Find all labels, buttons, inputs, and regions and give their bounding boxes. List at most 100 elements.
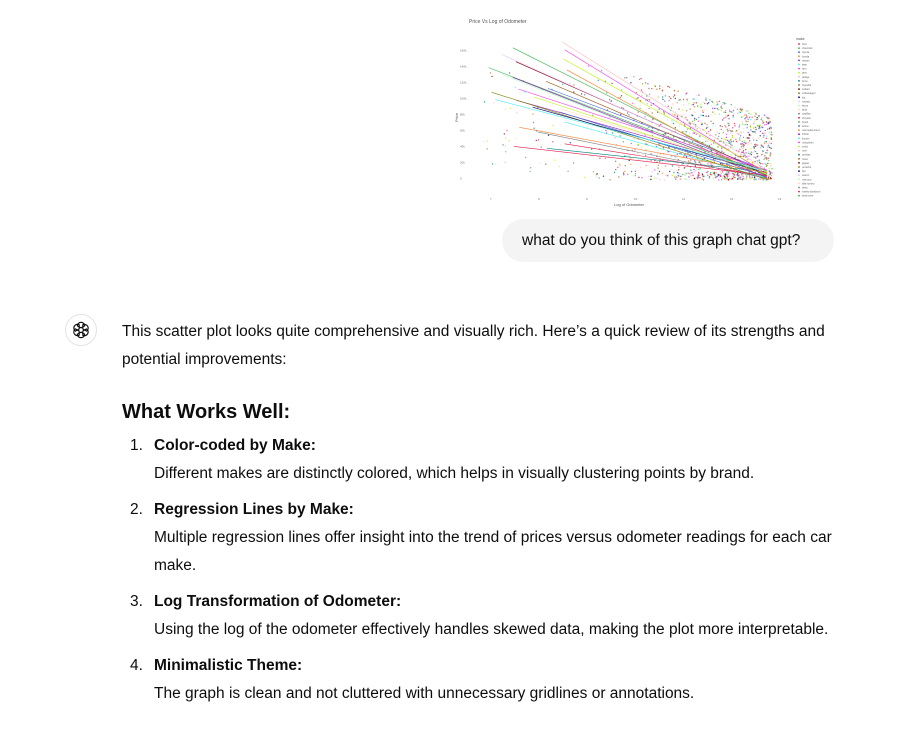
scatter-point (547, 134, 550, 136)
scatter-point (741, 151, 744, 154)
scatter-point (701, 123, 703, 126)
scatter-point (674, 156, 677, 158)
scatter-point (769, 155, 771, 157)
scatter-point (637, 111, 639, 113)
reply-intro: This scatter plot looks quite comprehens… (122, 323, 825, 368)
scatter-point (686, 128, 689, 130)
scatter-point (726, 171, 728, 173)
scatter-point (766, 116, 768, 119)
scatter-point (740, 116, 743, 118)
legend-swatch (798, 157, 800, 160)
scatter-point (728, 109, 731, 111)
scatter-point (721, 150, 723, 152)
scatter-point (710, 163, 712, 165)
scatter-point (738, 128, 740, 131)
scatter-point (764, 155, 766, 157)
regression-line (519, 127, 768, 174)
legend-label: honda (802, 54, 810, 58)
scatter-point (687, 152, 689, 154)
scatter-point (726, 122, 729, 125)
scatter-point (630, 142, 632, 145)
scatter-point (627, 173, 629, 176)
scatter-point (688, 122, 690, 124)
uploaded-chart-image[interactable]: Price Vs Log of Odometer 0 20k 40k 60k 80k 10… (452, 12, 836, 210)
scatter-point (535, 139, 537, 142)
scatter-point (753, 120, 755, 122)
scatter-point (701, 178, 703, 180)
legend: fordchevrolettoyotahondanissanjeepramgmc… (798, 42, 821, 198)
scatter-point (712, 177, 714, 179)
legend-label: harley-davidson (802, 190, 821, 194)
scatter-point (756, 139, 758, 142)
scatter-point (715, 134, 717, 136)
scatter-point (718, 176, 720, 178)
list-item-description: Different makes are distinctly colored, … (154, 465, 755, 482)
scatter-point (706, 171, 708, 174)
scatter-point (730, 142, 732, 144)
scatter-point (664, 165, 667, 167)
scatter-point (728, 128, 730, 130)
scatter-point (769, 146, 771, 149)
scatter-point (620, 95, 623, 97)
scatter-point (689, 123, 691, 125)
scatter-point (747, 142, 750, 144)
scatter-point (758, 115, 760, 117)
legend-swatch (798, 145, 800, 148)
scatter-point (698, 161, 700, 163)
scatter-point (655, 145, 658, 148)
scatter-point (729, 140, 731, 142)
scatter-point (676, 120, 678, 122)
scatter-point (678, 175, 680, 177)
scatter-point (758, 159, 760, 161)
scatter-point (613, 171, 616, 174)
scatter-point (656, 130, 659, 133)
legend-label: acura (802, 124, 809, 128)
scatter-point (651, 88, 653, 90)
scatter-point (671, 174, 673, 177)
scatter-point (763, 132, 765, 135)
scatter-point (667, 176, 669, 178)
scatter-point (727, 175, 729, 178)
scatter-point (695, 155, 698, 157)
scatter-point (742, 131, 745, 133)
legend-label: hyundai (802, 83, 812, 87)
scatter-point (754, 115, 756, 117)
scatter-point (721, 107, 723, 110)
scatter-point (753, 179, 755, 181)
scatter-point (689, 173, 691, 175)
regression-line (495, 99, 768, 172)
scatter-point (635, 91, 638, 94)
legend-swatch (798, 121, 800, 123)
scatter-point (754, 126, 757, 129)
scatter-point (704, 98, 707, 101)
scatter-point (748, 175, 751, 177)
scatter-point (768, 142, 770, 145)
scatter-point (734, 106, 736, 109)
scatter-point (691, 120, 694, 123)
scatter-point (676, 102, 678, 104)
scatter-point (754, 150, 757, 153)
scatter-point (754, 178, 757, 180)
scatter-point (713, 171, 715, 174)
scatter-point (755, 113, 757, 115)
scatter-point (489, 72, 492, 74)
scatter-point (671, 123, 673, 125)
scatter-point (692, 103, 694, 106)
scatter-point (718, 132, 720, 135)
scatter-point (680, 122, 682, 124)
scatter-point (721, 171, 724, 173)
scatter-point (741, 140, 744, 143)
scatter-point (746, 123, 748, 126)
scatter-point (767, 178, 769, 181)
scatter-point (736, 153, 738, 155)
scatter-point (714, 113, 716, 115)
scatter-point (731, 111, 733, 113)
scatter-point (621, 106, 623, 109)
scatter-point (689, 161, 691, 163)
scatter-point (742, 146, 745, 148)
scatter-point (742, 124, 744, 126)
scatter-point (683, 123, 686, 126)
scatter-point (730, 175, 732, 178)
scatter-point (667, 151, 669, 153)
scatter-point (709, 129, 712, 131)
